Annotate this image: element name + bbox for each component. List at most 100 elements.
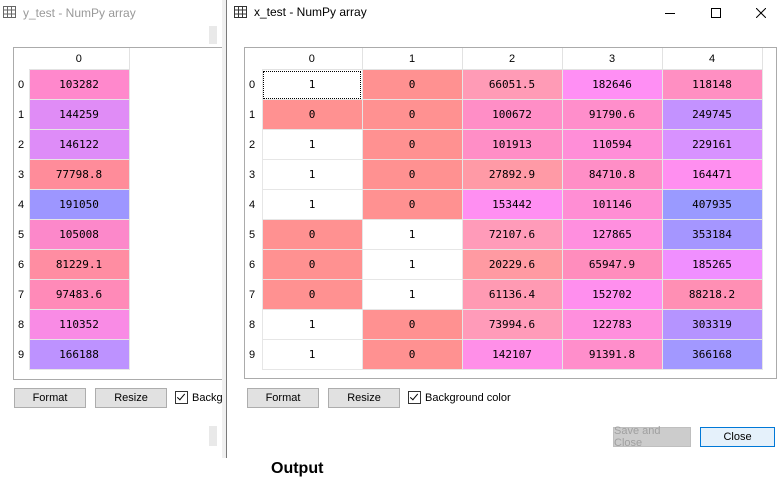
table-cell[interactable]: 0 xyxy=(261,219,363,250)
table-cell[interactable]: 144259 xyxy=(28,99,130,130)
maximize-button[interactable] xyxy=(693,0,739,26)
column-header[interactable]: 4 xyxy=(662,48,763,70)
table-cell[interactable]: 229161 xyxy=(661,129,763,160)
table-cell[interactable]: 0 xyxy=(261,249,363,280)
table-cell[interactable]: 366168 xyxy=(661,339,763,370)
table-cell[interactable]: 142107 xyxy=(461,339,563,370)
column-header[interactable]: 3 xyxy=(562,48,663,70)
table-cell[interactable]: 0 xyxy=(361,69,463,100)
table-cell[interactable]: 146122 xyxy=(28,129,130,160)
row-header[interactable]: 1 xyxy=(245,99,262,130)
table-cell[interactable]: 1 xyxy=(261,309,363,340)
table-cell[interactable]: 0 xyxy=(361,189,463,220)
table-cell[interactable]: 0 xyxy=(361,159,463,190)
scrollbar-stub[interactable] xyxy=(209,26,217,44)
table-cell[interactable]: 110594 xyxy=(561,129,663,160)
scrollbar-stub[interactable] xyxy=(209,426,217,446)
row-header[interactable]: 4 xyxy=(245,189,262,220)
table-cell[interactable]: 72107.6 xyxy=(461,219,563,250)
table-cell[interactable]: 0 xyxy=(361,99,463,130)
format-button[interactable]: Format xyxy=(14,388,86,408)
y-test-titlebar[interactable]: y_test - NumPy array xyxy=(0,0,226,26)
table-cell[interactable]: 185265 xyxy=(661,249,763,280)
table-cell[interactable]: 303319 xyxy=(661,309,763,340)
x-test-titlebar[interactable]: x_test - NumPy array xyxy=(227,0,783,26)
table-cell[interactable]: 118148 xyxy=(661,69,763,100)
table-cell[interactable]: 164471 xyxy=(661,159,763,190)
column-header[interactable]: 2 xyxy=(462,48,563,70)
row-header[interactable]: 9 xyxy=(14,339,29,370)
table-cell[interactable]: 81229.1 xyxy=(28,249,130,280)
row-header[interactable]: 4 xyxy=(14,189,29,220)
resize-button[interactable]: Resize xyxy=(328,388,400,408)
table-cell[interactable]: 20229.6 xyxy=(461,249,563,280)
row-header[interactable]: 6 xyxy=(245,249,262,280)
table-cell[interactable]: 105008 xyxy=(28,219,130,250)
row-header[interactable]: 0 xyxy=(245,69,262,100)
table-cell[interactable]: 91790.6 xyxy=(561,99,663,130)
y-test-table[interactable]: 0 0 103282 1 144259 2 146122 3 77798.8 4 191050 5 1… xyxy=(13,47,223,380)
row-header[interactable]: 5 xyxy=(14,219,29,250)
background-color-checkbox[interactable]: Backgr xyxy=(175,391,226,404)
table-cell[interactable]: 97483.6 xyxy=(28,279,130,310)
row-header[interactable]: 9 xyxy=(245,339,262,370)
table-cell[interactable]: 1 xyxy=(261,189,363,220)
table-cell[interactable]: 88218.2 xyxy=(661,279,763,310)
table-cell[interactable]: 152702 xyxy=(561,279,663,310)
table-cell[interactable]: 77798.8 xyxy=(28,159,130,190)
table-cell[interactable]: 1 xyxy=(361,249,463,280)
row-header[interactable]: 0 xyxy=(14,69,29,100)
background-color-checkbox[interactable]: Background color xyxy=(408,391,511,404)
table-cell[interactable]: 73994.6 xyxy=(461,309,563,340)
row-header[interactable]: 8 xyxy=(14,309,29,340)
table-cell[interactable]: 84710.8 xyxy=(561,159,663,190)
resize-button[interactable]: Resize xyxy=(95,388,167,408)
close-button[interactable]: Close xyxy=(700,427,775,447)
format-button[interactable]: Format xyxy=(247,388,319,408)
table-cell[interactable]: 91391.8 xyxy=(561,339,663,370)
table-cell[interactable]: 110352 xyxy=(28,309,130,340)
table-cell[interactable]: 353184 xyxy=(661,219,763,250)
row-header[interactable]: 3 xyxy=(245,159,262,190)
column-header[interactable]: 0 xyxy=(262,48,363,70)
table-cell[interactable]: 407935 xyxy=(661,189,763,220)
row-header[interactable]: 7 xyxy=(245,279,262,310)
table-cell[interactable]: 66051.5 xyxy=(461,69,563,100)
table-cell[interactable]: 249745 xyxy=(661,99,763,130)
table-cell[interactable]: 1 xyxy=(261,159,363,190)
table-cell[interactable]: 166188 xyxy=(28,339,130,370)
table-cell[interactable]: 103282 xyxy=(28,69,130,100)
row-header[interactable]: 3 xyxy=(14,159,29,190)
checkbox-checked-icon[interactable] xyxy=(408,391,421,404)
table-cell[interactable]: 0 xyxy=(361,129,463,160)
row-header[interactable]: 1 xyxy=(14,99,29,130)
row-header[interactable]: 5 xyxy=(245,219,262,250)
row-header[interactable]: 2 xyxy=(245,129,262,160)
column-header[interactable]: 0 xyxy=(29,48,130,70)
minimize-button[interactable] xyxy=(647,0,693,26)
window-close-button[interactable] xyxy=(738,0,783,26)
table-cell[interactable]: 153442 xyxy=(461,189,563,220)
table-cell[interactable]: 0 xyxy=(261,99,363,130)
table-cell[interactable]: 100672 xyxy=(461,99,563,130)
table-cell[interactable]: 182646 xyxy=(561,69,663,100)
row-header[interactable]: 7 xyxy=(14,279,29,310)
table-cell[interactable]: 61136.4 xyxy=(461,279,563,310)
column-header[interactable]: 1 xyxy=(362,48,463,70)
checkbox-checked-icon[interactable] xyxy=(175,391,188,404)
table-cell[interactable]: 1 xyxy=(361,279,463,310)
table-cell[interactable]: 101146 xyxy=(561,189,663,220)
save-and-close-button[interactable]: Save and Close xyxy=(613,425,691,449)
table-cell[interactable]: 1 xyxy=(261,129,363,160)
table-cell[interactable]: 1 xyxy=(261,339,363,370)
table-cell[interactable]: 122783 xyxy=(561,309,663,340)
table-cell[interactable]: 127865 xyxy=(561,219,663,250)
table-cell[interactable]: 191050 xyxy=(28,189,130,220)
table-cell[interactable]: 0 xyxy=(361,339,463,370)
row-header[interactable]: 2 xyxy=(14,129,29,160)
table-cell[interactable]: 65947.9 xyxy=(561,249,663,280)
table-cell[interactable]: 101913 xyxy=(461,129,563,160)
table-cell[interactable]: 1 xyxy=(261,69,363,100)
table-cell[interactable]: 1 xyxy=(361,219,463,250)
